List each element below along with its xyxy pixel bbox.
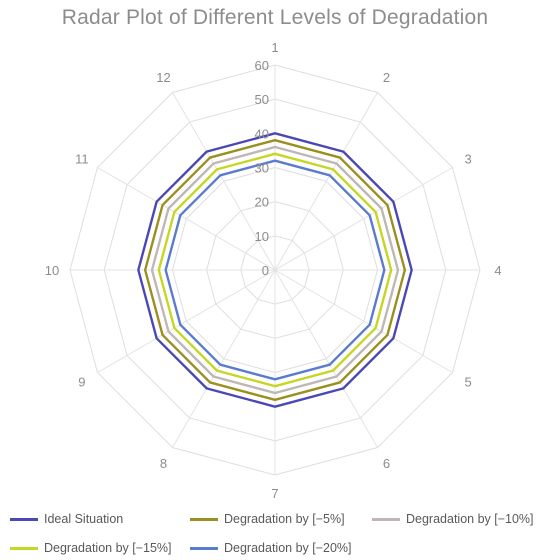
category-label: 1: [271, 40, 278, 55]
category-label: 5: [465, 375, 472, 390]
series-line-3: [157, 152, 393, 388]
grid-spoke-9: [97, 269, 276, 373]
radial-tick-label: 10: [255, 229, 269, 244]
category-label: 4: [494, 263, 501, 278]
radar-grid: [69, 64, 481, 476]
radial-tick-label: 60: [255, 58, 269, 73]
radial-tick-label: 50: [255, 92, 269, 107]
legend-item-minus10: Degradation by [−10%]: [372, 509, 534, 529]
radial-tick-label: 30: [255, 161, 269, 176]
category-label: 10: [45, 263, 59, 278]
series-line-1: [143, 138, 407, 402]
radial-tick-label: 0: [262, 263, 269, 278]
category-label: 11: [75, 152, 89, 167]
radar-series: [137, 132, 413, 408]
series-line-4: [164, 159, 386, 381]
legend-swatch-minus15: [10, 546, 38, 550]
legend-label-minus10: Degradation by [−10%]: [406, 512, 534, 526]
series-line-0: [137, 132, 413, 408]
category-label: 9: [78, 375, 85, 390]
category-label: 3: [465, 152, 472, 167]
legend-label-minus15: Degradation by [−15%]: [44, 541, 172, 555]
grid-spoke-2: [274, 92, 378, 271]
grid-spoke-12: [172, 92, 276, 271]
legend-row-1: Ideal Situation Degradation by [−5%] Deg…: [0, 509, 550, 529]
category-label: 8: [160, 456, 167, 471]
legend-label-ideal: Ideal Situation: [44, 512, 124, 526]
radial-tick-label: 20: [255, 195, 269, 210]
category-label: 2: [383, 70, 390, 85]
grid-spoke-6: [274, 269, 378, 448]
legend-swatch-minus20: [190, 546, 218, 550]
legend-label-minus20: Degradation by [−20%]: [224, 541, 352, 555]
series-line-2: [150, 145, 400, 395]
legend-item-minus20: Degradation by [−20%]: [190, 538, 352, 558]
grid-spoke-8: [172, 269, 276, 448]
legend-swatch-ideal: [10, 517, 38, 521]
legend-item-ideal: Ideal Situation: [10, 509, 123, 529]
legend-swatch-minus10: [372, 517, 400, 521]
category-label: 12: [156, 70, 170, 85]
grid-spoke-5: [274, 269, 453, 373]
grid-spoke-11: [97, 167, 276, 271]
legend-item-minus5: Degradation by [−5%]: [190, 509, 345, 529]
legend-item-minus15: Degradation by [−15%]: [10, 538, 172, 558]
legend-swatch-minus5: [190, 517, 218, 521]
legend-row-2: Degradation by [−15%] Degradation by [−2…: [0, 538, 550, 558]
category-label: 6: [383, 456, 390, 471]
grid-spoke-3: [274, 167, 453, 271]
category-label: 7: [271, 486, 278, 501]
radial-tick-label: 40: [255, 126, 269, 141]
chart-title: Radar Plot of Different Levels of Degrad…: [61, 6, 489, 29]
legend-label-minus5: Degradation by [−5%]: [224, 512, 345, 526]
